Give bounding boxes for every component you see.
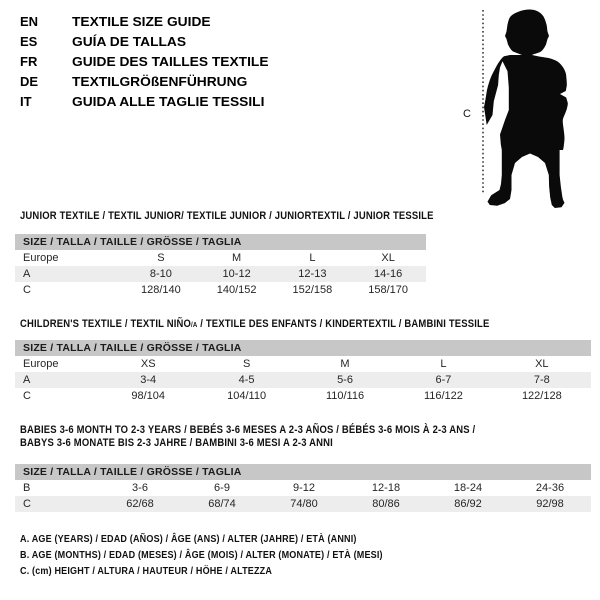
svg-text:C: C [463,108,471,120]
